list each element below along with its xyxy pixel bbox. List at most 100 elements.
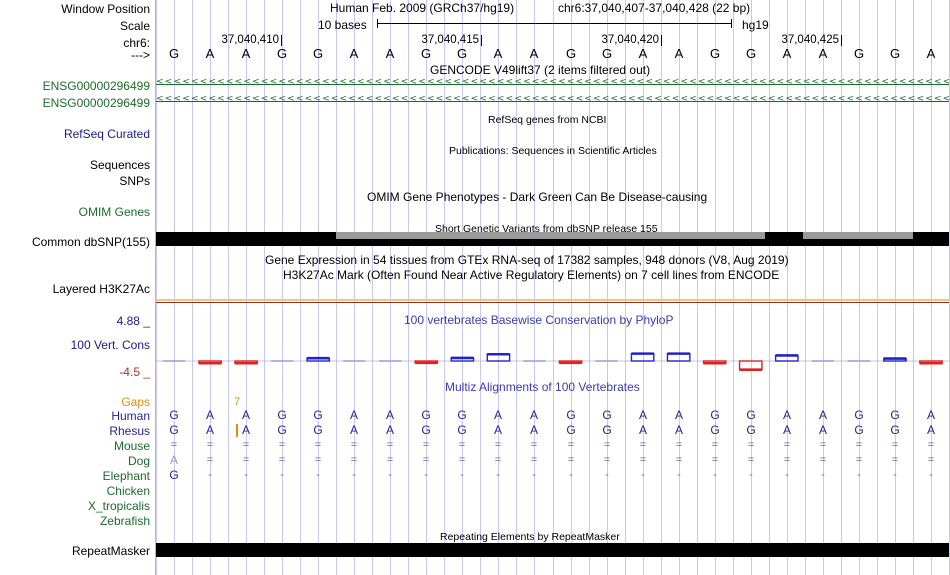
label-strand-arrow: ---> bbox=[131, 48, 150, 62]
alignment-base-mouse: = bbox=[458, 439, 466, 451]
sequence-base: A bbox=[638, 46, 648, 61]
alignment-base-elephant: - bbox=[605, 469, 609, 481]
scale-ruler bbox=[377, 19, 732, 28]
alignment-base-rhesus: A bbox=[926, 423, 935, 437]
gap-count-label[interactable]: 7 bbox=[233, 396, 241, 408]
label-species-rhesus[interactable]: Rhesus bbox=[109, 424, 150, 438]
alignment-base-human: A bbox=[349, 408, 358, 422]
sequence-base: A bbox=[385, 46, 395, 61]
sequence-base: G bbox=[889, 46, 901, 61]
phylop-bar[interactable] bbox=[630, 352, 655, 362]
alignment-base-mouse: = bbox=[855, 439, 863, 451]
alignment-base-dog: = bbox=[314, 454, 322, 466]
label-gaps[interactable]: Gaps bbox=[121, 395, 150, 409]
alignment-base-elephant: - bbox=[857, 469, 861, 481]
phylop-bar[interactable] bbox=[666, 352, 691, 362]
track-title-phylop: 100 vertebrates Basewise Conservation by… bbox=[404, 313, 674, 327]
label-species-human[interactable]: Human bbox=[111, 409, 150, 423]
alignment-base-human: G bbox=[457, 408, 467, 422]
label-species-mouse[interactable]: Mouse bbox=[113, 439, 150, 453]
label-snps[interactable]: SNPs bbox=[119, 174, 150, 188]
phylop-bar[interactable] bbox=[883, 357, 907, 362]
alignment-base-dog: = bbox=[927, 454, 935, 466]
alignment-base-mouse: = bbox=[386, 439, 394, 451]
alignment-base-elephant: - bbox=[677, 469, 681, 481]
phylop-bar[interactable] bbox=[234, 360, 258, 365]
alignment-base-rhesus: G bbox=[457, 423, 467, 437]
alignment-base-mouse: = bbox=[314, 439, 322, 451]
alignment-base-dog: = bbox=[639, 454, 647, 466]
label-cons-track[interactable]: 100 Vert. Cons bbox=[70, 338, 150, 352]
track-title-gencode: GENCODE V49lift37 (2 items filtered out) bbox=[430, 63, 651, 77]
label-omim-genes[interactable]: OMIM Genes bbox=[78, 205, 150, 219]
alignment-base-rhesus: A bbox=[638, 423, 647, 437]
gene-feature-row-1[interactable]: <<<<<<<<<<<<<<<<<<<<<<<<<<<<<<<<<<<<<<<<… bbox=[156, 77, 949, 89]
alignment-base-human: G bbox=[421, 408, 431, 422]
alignment-base-human: G bbox=[602, 408, 612, 422]
alignment-base-mouse: = bbox=[242, 439, 250, 451]
alignment-base-rhesus: G bbox=[854, 423, 864, 437]
label-scale: Scale bbox=[119, 19, 150, 33]
label-layered-h3k27ac[interactable]: Layered H3K27Ac bbox=[52, 282, 150, 296]
alignment-base-human: A bbox=[493, 408, 502, 422]
repeat-element-bar[interactable] bbox=[156, 543, 949, 557]
alignment-base-rhesus: G bbox=[169, 423, 179, 437]
label-window-position: Window Position bbox=[61, 2, 150, 16]
alignment-base-mouse: = bbox=[530, 439, 538, 451]
label-gencode-transcript-1[interactable]: ENSG00000296499 bbox=[42, 79, 150, 93]
sequence-base: A bbox=[674, 46, 684, 61]
label-cons-min: -4.5 _ bbox=[119, 365, 150, 379]
alignment-base-human: G bbox=[746, 408, 756, 422]
alignment-base-elephant: - bbox=[713, 469, 717, 481]
dbsnp-grey-segment-1[interactable] bbox=[336, 232, 765, 239]
phylop-bar[interactable] bbox=[702, 360, 727, 365]
sequence-base: A bbox=[205, 46, 215, 61]
alignment-base-elephant: - bbox=[424, 469, 428, 481]
label-common-dbsnp[interactable]: Common dbSNP(155) bbox=[31, 235, 150, 249]
label-species-elephant[interactable]: Elephant bbox=[102, 469, 150, 483]
track-title-gtex: Gene Expression in 54 tissues from GTEx … bbox=[265, 253, 789, 267]
phylop-bar[interactable] bbox=[919, 360, 943, 365]
ruler-tick-label: 37,040,420 bbox=[601, 34, 659, 46]
phylop-bar[interactable] bbox=[198, 360, 222, 365]
alignment-base-elephant: - bbox=[280, 469, 284, 481]
phylop-bar[interactable] bbox=[306, 356, 331, 362]
alignment-base-dog: = bbox=[855, 454, 863, 466]
sequence-base: A bbox=[349, 46, 359, 61]
sequence-base: A bbox=[493, 46, 503, 61]
alignment-base-rhesus: A bbox=[493, 423, 502, 437]
gene-feature-row-2[interactable]: <<<<<<<<<<<<<<<<<<<<<<<<<<<<<<<<<<<<<<<<… bbox=[156, 94, 949, 106]
phylop-bar[interactable] bbox=[738, 360, 763, 372]
phylop-bar[interactable] bbox=[486, 352, 511, 362]
alignment-base-dog: = bbox=[206, 454, 214, 466]
label-repeatmasker[interactable]: RepeatMasker bbox=[71, 544, 150, 558]
alignment-base-rhesus: G bbox=[710, 423, 720, 437]
label-sequences[interactable]: Sequences bbox=[89, 158, 150, 172]
phylop-bar[interactable] bbox=[414, 360, 439, 365]
alignment-base-elephant: - bbox=[532, 469, 536, 481]
assembly-title: Human Feb. 2009 (GRCh37/hg19) bbox=[330, 1, 515, 15]
gap-insertion-mark[interactable] bbox=[236, 424, 238, 437]
label-species-dog[interactable]: Dog bbox=[127, 454, 150, 468]
sequence-base: G bbox=[276, 46, 288, 61]
label-species-zebrafish[interactable]: Zebrafish bbox=[99, 514, 150, 528]
scale-ruler-line bbox=[378, 23, 731, 24]
alignment-base-dog: = bbox=[783, 454, 791, 466]
ruler-tick bbox=[481, 35, 482, 46]
phylop-bar[interactable] bbox=[774, 354, 799, 362]
label-species-chicken[interactable]: Chicken bbox=[106, 484, 150, 498]
dbsnp-grey-segment-2[interactable] bbox=[803, 232, 913, 239]
label-gencode-transcript-2[interactable]: ENSG00000296499 bbox=[42, 96, 150, 110]
sequence-base: G bbox=[709, 46, 721, 61]
label-species-x-tropicalis[interactable]: X_tropicalis bbox=[87, 499, 150, 513]
alignment-base-human: G bbox=[890, 408, 900, 422]
assembly-short: hg19 bbox=[742, 18, 769, 32]
alignment-base-elephant: - bbox=[821, 469, 825, 481]
gene-line bbox=[156, 101, 949, 102]
ruler-tick-label: 37,040,415 bbox=[421, 34, 479, 46]
gene-strand-arrows: <<<<<<<<<<<<<<<<<<<<<<<<<<<<<<<<<<<<<<<<… bbox=[156, 94, 949, 104]
phylop-bar[interactable] bbox=[558, 360, 583, 365]
phylop-bar[interactable] bbox=[450, 356, 475, 362]
label-refseq-curated[interactable]: RefSeq Curated bbox=[63, 127, 150, 141]
alignment-base-human: A bbox=[241, 408, 250, 422]
